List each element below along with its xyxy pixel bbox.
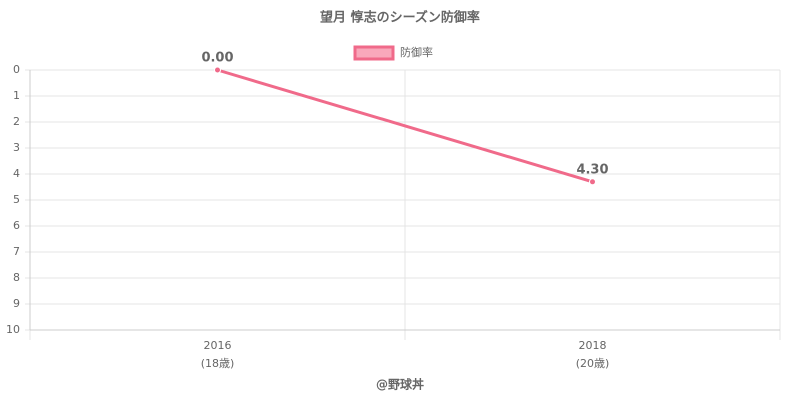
line [217,68,593,184]
y-tick-label: 9 [13,297,20,310]
y-tick-label: 4 [13,167,20,180]
y-tick-label: 1 [13,89,20,102]
point [214,66,221,74]
point [589,178,596,186]
y-tick-label: 7 [13,245,20,258]
y-tick-label: 6 [13,219,20,232]
y-tick-label: 2 [13,115,20,128]
y-tick-label: 0 [13,63,20,76]
chart-title: 望月 惇志のシーズン防御率 [320,10,480,26]
x-tick-sublabel: (20歳) [576,357,610,370]
value-label: 0.00 [201,51,233,66]
x-tick-label: 2016 [204,339,232,352]
x-tick-sublabel: (18歳) [201,357,235,370]
y-tick-label: 5 [13,193,20,206]
x-tick-label: 2018 [579,339,607,352]
value-label: 4.30 [576,162,608,177]
y-tick-label: 3 [13,141,20,154]
legend-label: 防御率 [400,45,433,59]
footer: @野球丼 [376,377,424,392]
y-tick-label: 10 [6,323,20,336]
y-tick-label: 8 [13,271,20,284]
legend-swatch [353,45,395,61]
